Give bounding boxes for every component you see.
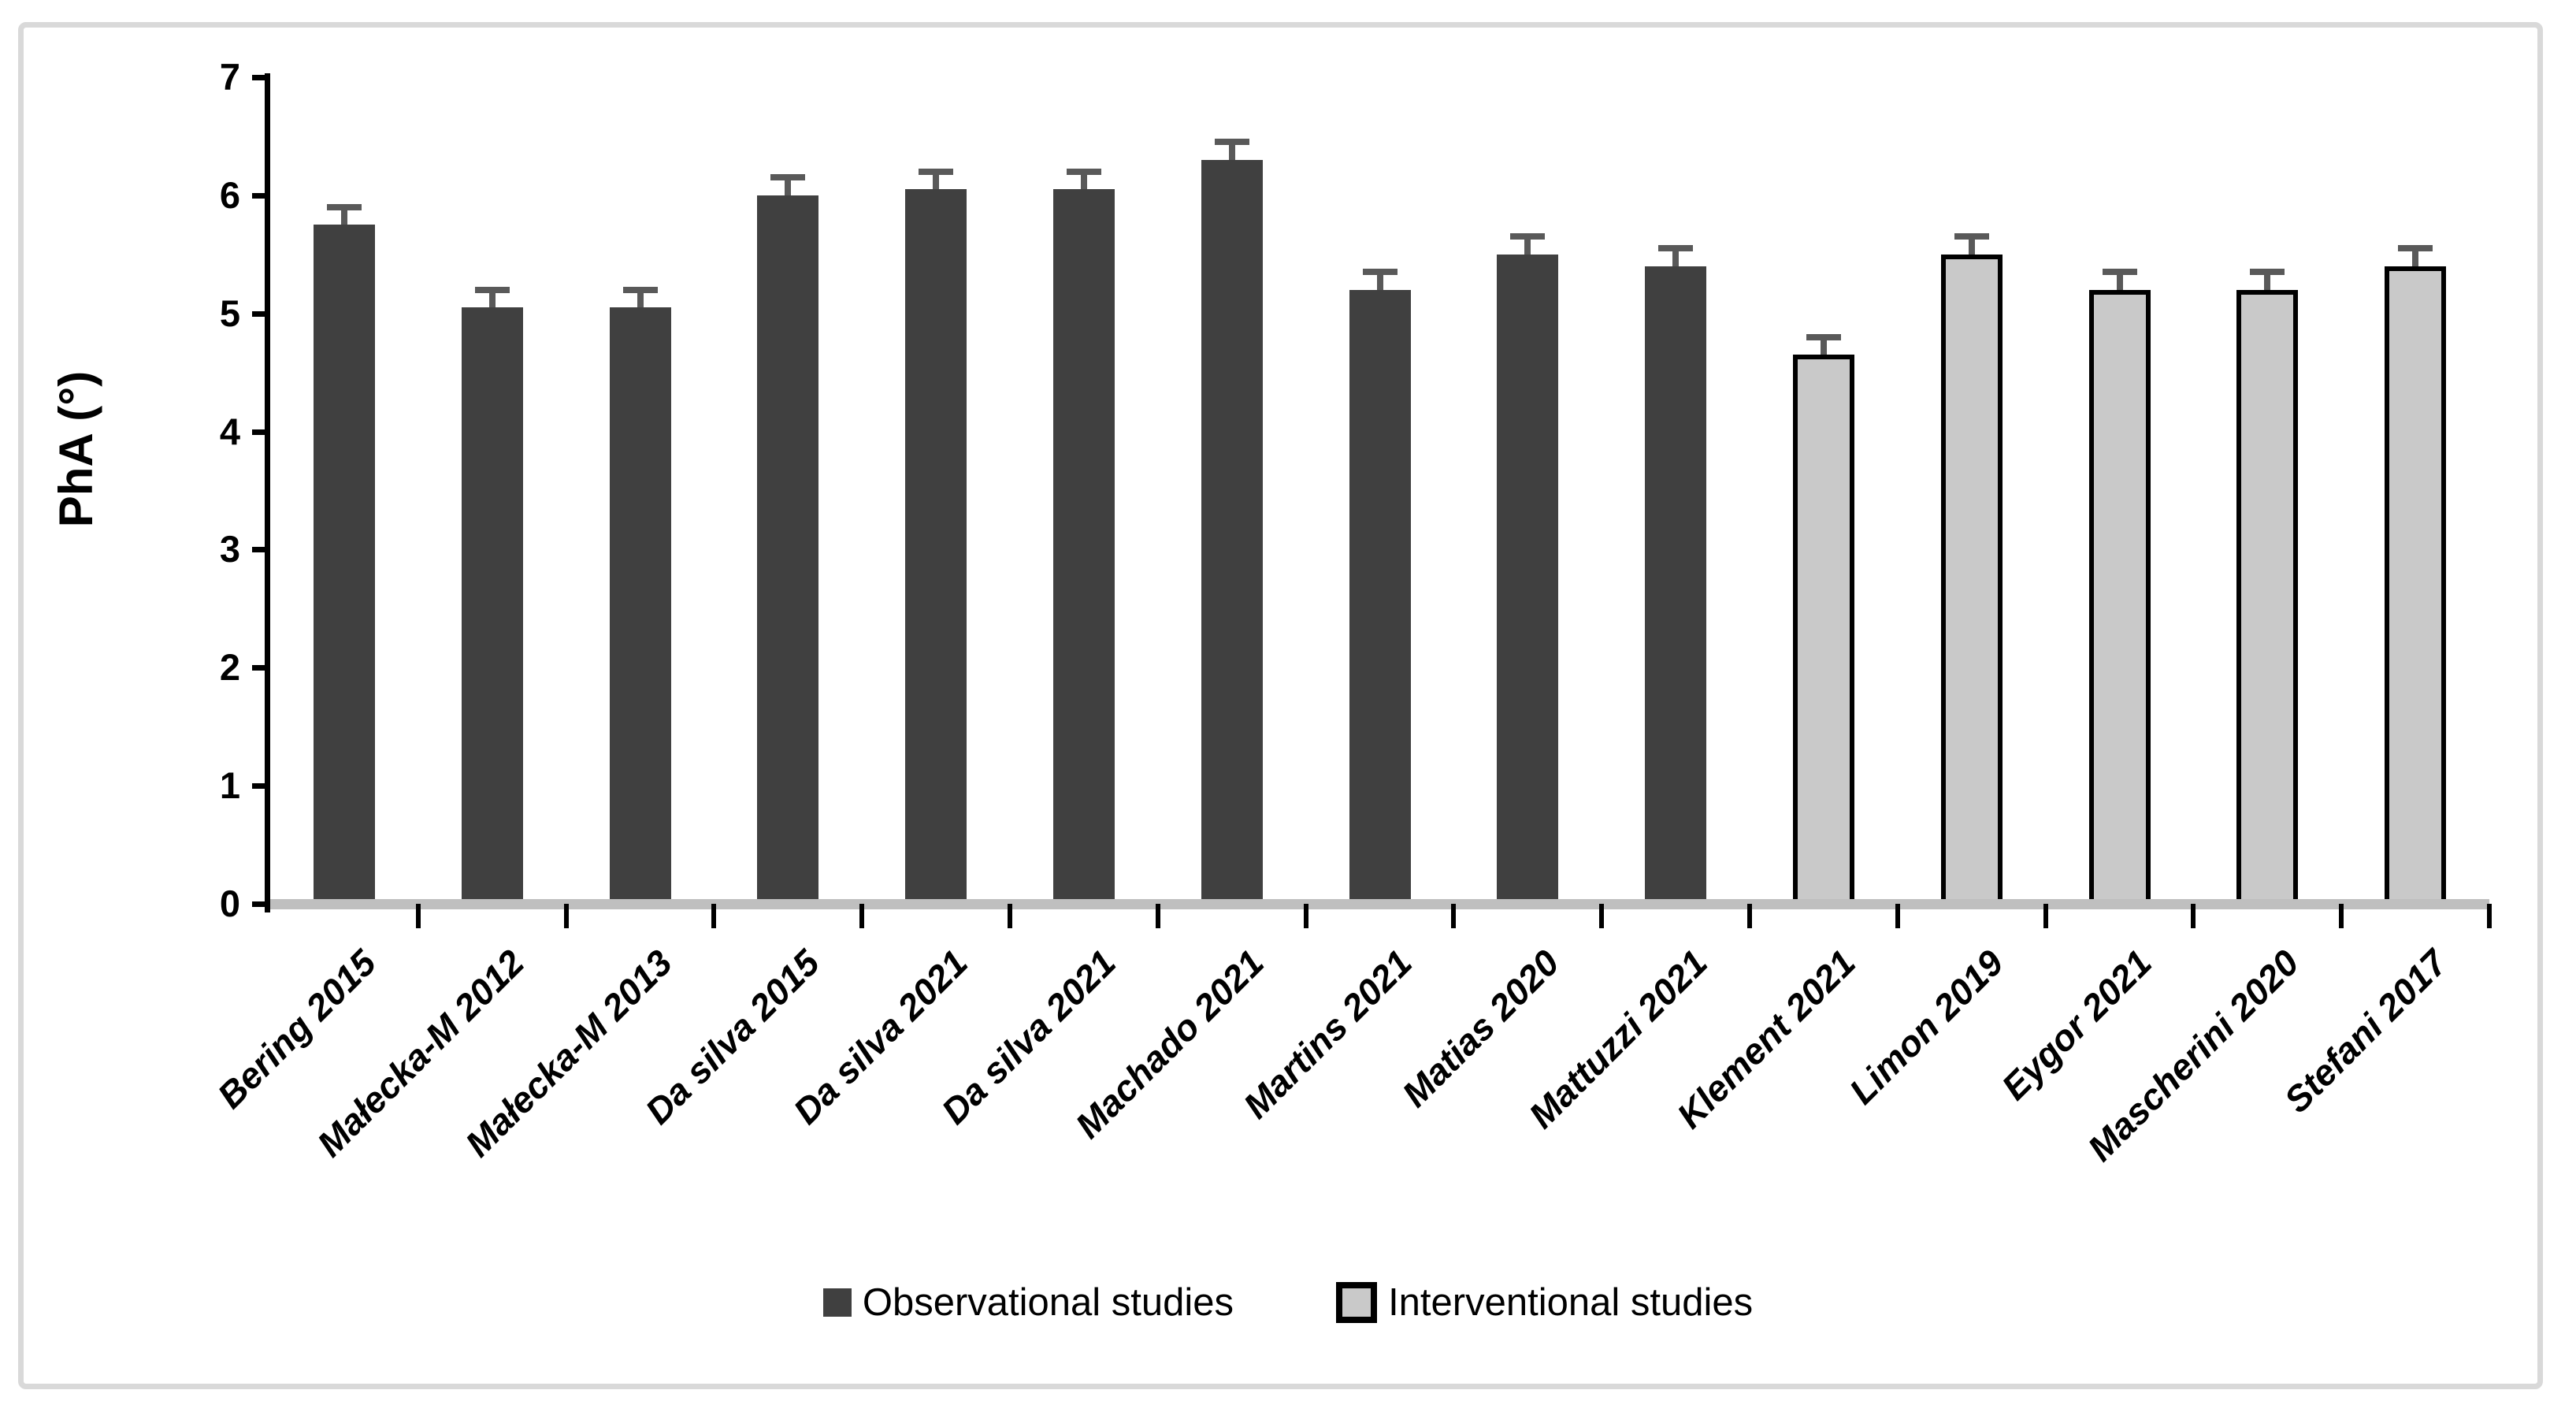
error-bar-stem — [785, 177, 792, 200]
y-tick-label: 2 — [219, 646, 240, 689]
legend-item: Interventional studies — [1336, 1282, 1753, 1323]
bar — [461, 307, 523, 906]
error-bar-cap — [1658, 245, 1694, 252]
error-bar-stem — [1672, 248, 1680, 271]
y-axis-tick — [252, 192, 265, 199]
bar — [1645, 266, 1707, 906]
y-axis-tick — [252, 75, 265, 80]
error-bar-stem — [1376, 272, 1383, 295]
error-bar-stem — [1524, 236, 1531, 259]
error-bar-cap — [1066, 168, 1101, 175]
x-axis-tick — [1747, 904, 1752, 928]
x-axis-tick — [859, 904, 865, 928]
error-bar-cap — [919, 168, 954, 175]
bar — [2385, 266, 2447, 906]
error-bar-stem — [340, 206, 347, 230]
error-bar-stem — [1228, 142, 1235, 165]
error-bar-cap — [2398, 245, 2433, 252]
bar — [609, 307, 671, 906]
error-bar-cap — [1806, 333, 1841, 340]
y-tick-label: 4 — [219, 410, 240, 452]
x-axis-tick — [1155, 904, 1160, 928]
error-bar-cap — [326, 203, 362, 210]
y-tick-label: 5 — [219, 292, 240, 334]
error-bar-stem — [1080, 171, 1087, 195]
x-axis-tick — [1451, 904, 1457, 928]
x-axis-tick — [1008, 904, 1012, 928]
legend: Observational studies Interventional stud… — [0, 1275, 2576, 1330]
y-axis-tick — [252, 665, 265, 671]
x-axis-tick — [2043, 904, 2048, 928]
error-bar-stem — [2264, 272, 2271, 295]
error-bar-stem — [488, 289, 496, 313]
bar — [757, 195, 819, 906]
error-bar-stem — [1820, 336, 1827, 360]
y-tick-label: 6 — [219, 173, 240, 216]
error-bar-cap — [474, 286, 510, 293]
x-axis-tick — [415, 904, 421, 928]
bar — [1349, 289, 1411, 906]
bar — [313, 225, 375, 906]
y-axis-tick — [252, 547, 265, 553]
error-bar-stem — [933, 171, 940, 195]
bar — [1052, 189, 1115, 906]
y-tick-label: 7 — [219, 56, 240, 98]
y-tick-label: 0 — [219, 883, 240, 924]
x-axis-tick — [711, 904, 717, 928]
x-axis-baseline-band — [270, 899, 2489, 909]
bar — [2088, 289, 2151, 906]
y-axis-line — [265, 73, 270, 912]
legend-swatch — [1336, 1282, 1378, 1323]
legend-swatch — [822, 1288, 852, 1317]
legend-label: Interventional studies — [1388, 1281, 1754, 1324]
error-bar-cap — [1362, 269, 1397, 276]
x-axis-tick — [1599, 904, 1605, 928]
error-bar-stem — [2116, 272, 2123, 295]
legend-label: Observational studies — [862, 1281, 1234, 1324]
error-bar-cap — [1954, 233, 1989, 240]
bar — [1497, 254, 1559, 906]
y-tick-label: 3 — [219, 528, 240, 570]
bar — [1792, 355, 1854, 906]
y-axis-tick — [252, 429, 265, 435]
error-bar-stem — [637, 289, 644, 313]
bar — [2236, 289, 2299, 906]
error-bar-cap — [1510, 233, 1546, 240]
x-axis-tick — [1895, 904, 1900, 928]
error-bar-cap — [1214, 139, 1249, 146]
error-bar-cap — [2250, 269, 2285, 276]
y-axis-tick — [252, 783, 265, 790]
x-axis-tick — [2487, 904, 2492, 928]
x-axis-tick — [2339, 904, 2344, 928]
error-bar-cap — [622, 286, 658, 293]
y-axis-tick — [252, 901, 265, 907]
x-axis-tick — [1303, 904, 1308, 928]
y-tick-label: 1 — [219, 764, 240, 807]
x-axis-tick — [2191, 904, 2196, 928]
y-axis-tick — [252, 310, 265, 317]
x-axis-tick — [563, 904, 569, 928]
bar — [1201, 159, 1263, 906]
error-bar-stem — [1968, 236, 1975, 259]
error-bar-stem — [2412, 248, 2419, 271]
error-bar-cap — [770, 174, 806, 181]
error-bar-cap — [2102, 269, 2137, 276]
bar — [905, 189, 967, 906]
legend-item: Observational studies — [822, 1281, 1234, 1324]
